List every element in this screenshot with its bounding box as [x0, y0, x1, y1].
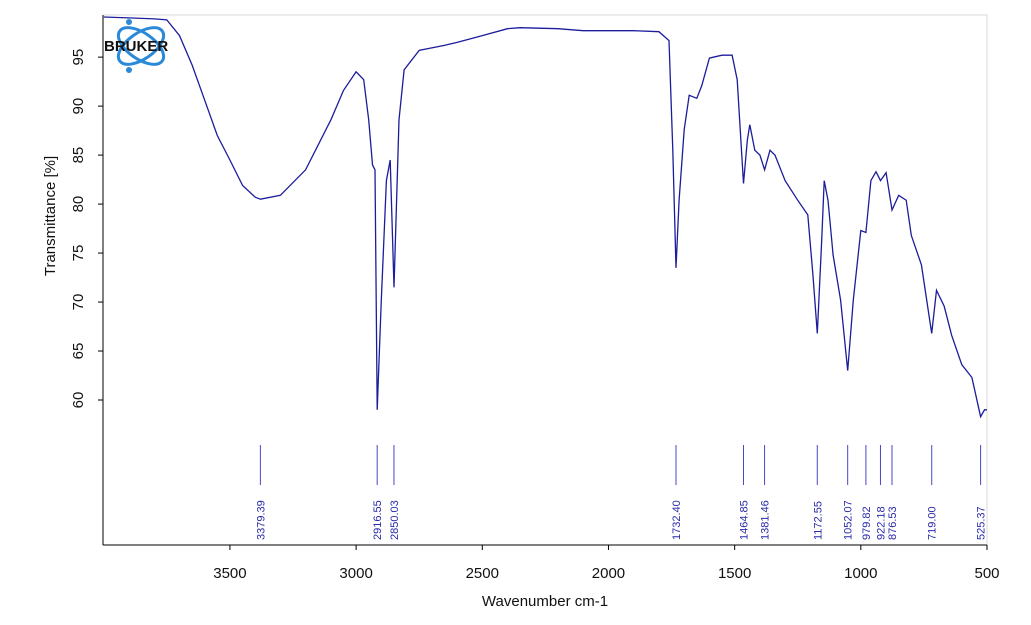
peak-label: 2916.55 — [372, 500, 384, 540]
y-tick-label: 95 — [70, 49, 87, 66]
plot-frame — [102, 14, 988, 546]
peak-label: 719.00 — [927, 506, 939, 540]
peak-label: 1172.55 — [812, 501, 824, 540]
peak-label: 1732.40 — [671, 500, 683, 540]
peak-label: 876.53 — [887, 506, 899, 540]
peak-label: 1381.46 — [760, 500, 772, 540]
x-tick-label: 3000 — [339, 565, 372, 582]
y-tick-label: 75 — [70, 245, 87, 262]
x-tick-label: 2000 — [592, 565, 625, 582]
peak-label: 3379.39 — [255, 500, 267, 540]
y-tick-label: 65 — [70, 343, 87, 360]
y-tick-label: 90 — [70, 98, 87, 115]
logo-dot — [126, 19, 132, 25]
x-tick-label: 500 — [974, 565, 999, 582]
peak-label: 2850.03 — [389, 500, 401, 540]
y-tick-label: 70 — [70, 294, 87, 311]
y-tick-label: 80 — [70, 196, 87, 213]
logo-orbit — [116, 26, 166, 66]
x-tick-label: 1000 — [844, 565, 877, 582]
x-tick-label: 3500 — [213, 565, 246, 582]
y-axis-label: Transmittance [%] — [42, 156, 59, 276]
peak-label: 1464.85 — [739, 500, 751, 540]
x-axis-label: Wavenumber cm-1 — [482, 593, 608, 610]
y-tick-label: 85 — [70, 147, 87, 164]
y-tick-label: 60 — [70, 392, 87, 409]
spectrum-line — [103, 16, 987, 419]
peak-label: 922.18 — [875, 506, 887, 540]
x-tick-label: 1500 — [718, 565, 751, 582]
logo: BRUKER — [104, 19, 168, 73]
peak-label: 525.37 — [976, 506, 988, 540]
peak-label: 1052.07 — [843, 500, 855, 540]
logo-dot — [126, 67, 132, 73]
peak-label: 979.82 — [861, 506, 873, 540]
logo-text: BRUKER — [104, 38, 168, 55]
logo-orbit — [116, 26, 166, 66]
x-tick-label: 2500 — [466, 565, 499, 582]
